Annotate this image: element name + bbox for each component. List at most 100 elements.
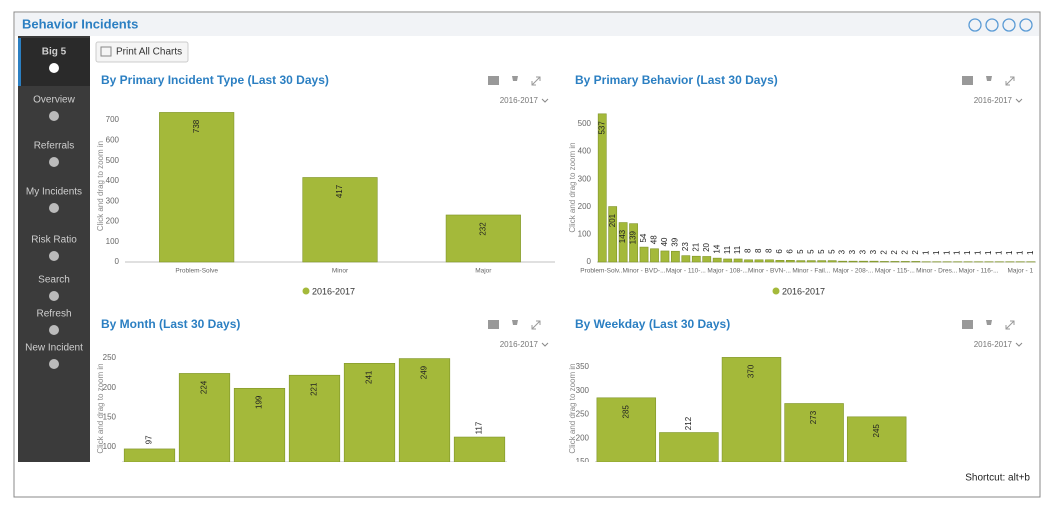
dropdown-caret[interactable] bbox=[1015, 342, 1023, 347]
active-stripe bbox=[18, 38, 21, 86]
chart-panel: By Weekday (Last 30 Days) 2016-2017 Click … bbox=[568, 317, 1023, 466]
bar bbox=[744, 259, 753, 263]
value-label: 2 bbox=[880, 250, 889, 255]
sidebar-item[interactable]: New Incident bbox=[25, 343, 83, 369]
chart-panel: By Primary Behavior (Last 30 Days) 2016-2… bbox=[568, 73, 1036, 296]
value-label: 139 bbox=[629, 230, 638, 244]
sidebar-label[interactable]: Search bbox=[38, 275, 70, 286]
sidebar-item[interactable]: Big 5 bbox=[42, 47, 67, 73]
sidebar-item[interactable]: Refresh bbox=[36, 309, 72, 335]
bar bbox=[639, 246, 649, 263]
bar bbox=[806, 260, 816, 263]
image-icon[interactable] bbox=[488, 320, 499, 329]
y-tick-label: 0 bbox=[587, 257, 592, 266]
value-label: 20 bbox=[702, 242, 711, 251]
value-label: 6 bbox=[775, 249, 784, 254]
sidebar-icon bbox=[49, 251, 59, 261]
print-label[interactable]: Print All Charts bbox=[116, 47, 182, 58]
image-icon[interactable] bbox=[962, 320, 973, 329]
y-tick-label: 150 bbox=[576, 457, 590, 466]
sidebar-icon bbox=[49, 359, 59, 369]
dropdown-caret[interactable] bbox=[541, 98, 549, 103]
value-label: 199 bbox=[255, 395, 264, 409]
sidebar-item[interactable]: My Incidents bbox=[26, 187, 82, 213]
sidebar-item[interactable]: Search bbox=[38, 275, 70, 301]
bar bbox=[691, 255, 701, 263]
year-dropdown[interactable]: 2016-2017 bbox=[974, 96, 1013, 105]
value-label: 54 bbox=[639, 233, 648, 242]
sidebar-label[interactable]: My Incidents bbox=[26, 187, 82, 198]
pin-icon[interactable] bbox=[512, 76, 518, 86]
title-bar bbox=[15, 13, 1039, 36]
value-label: 417 bbox=[335, 184, 344, 198]
image-icon[interactable] bbox=[962, 76, 973, 85]
bar bbox=[671, 250, 680, 263]
sidebar-label[interactable]: Overview bbox=[33, 95, 75, 106]
sidebar-item[interactable]: Risk Ratio bbox=[31, 235, 77, 261]
value-label: 1 bbox=[932, 250, 941, 255]
value-label: 40 bbox=[660, 237, 669, 246]
expand-icon[interactable] bbox=[1005, 320, 1015, 330]
x-tick-label: Major - 108-... bbox=[707, 268, 748, 275]
expand-icon[interactable] bbox=[531, 320, 541, 330]
bar bbox=[785, 260, 795, 263]
x-tick-label: Major bbox=[475, 268, 492, 275]
y-tick-label: 250 bbox=[576, 410, 590, 419]
bar bbox=[618, 222, 628, 263]
pin-icon[interactable] bbox=[986, 320, 992, 330]
expand-icon[interactable] bbox=[531, 76, 541, 86]
bar bbox=[233, 387, 286, 462]
year-dropdown[interactable]: 2016-2017 bbox=[974, 340, 1013, 349]
bar bbox=[827, 260, 837, 263]
sidebar-label[interactable]: New Incident bbox=[25, 343, 83, 354]
y-tick-label: 700 bbox=[106, 115, 120, 124]
value-label: 212 bbox=[684, 416, 693, 430]
value-label: 5 bbox=[817, 249, 826, 254]
image-icon[interactable] bbox=[488, 76, 499, 85]
y-tick-label: 500 bbox=[106, 156, 120, 165]
value-label: 3 bbox=[848, 249, 857, 254]
value-label: 3 bbox=[869, 249, 878, 254]
bar bbox=[659, 432, 719, 462]
chart-panel: By Primary Incident Type (Last 30 Days) 2… bbox=[96, 73, 555, 296]
pin-icon[interactable] bbox=[512, 320, 518, 330]
sidebar-icon bbox=[49, 203, 59, 213]
sidebar bbox=[18, 36, 90, 462]
y-tick-label: 300 bbox=[106, 196, 120, 205]
value-label: 1 bbox=[1015, 250, 1024, 255]
bar bbox=[765, 259, 774, 263]
dropdown-caret[interactable] bbox=[541, 342, 549, 347]
value-label: 241 bbox=[365, 370, 374, 384]
year-dropdown[interactable]: 2016-2017 bbox=[500, 340, 539, 349]
y-tick-label: 600 bbox=[106, 136, 120, 145]
value-label: 1 bbox=[984, 250, 993, 255]
sidebar-item[interactable]: Overview bbox=[33, 95, 76, 121]
print-button[interactable] bbox=[95, 41, 189, 63]
sidebar-item[interactable]: Referrals bbox=[34, 141, 75, 167]
y-axis-label: Click and drag to zoom in bbox=[568, 142, 577, 232]
value-label: 143 bbox=[618, 229, 627, 243]
window-controls[interactable] bbox=[968, 18, 1033, 32]
bar bbox=[733, 258, 743, 263]
pin-icon[interactable] bbox=[986, 76, 992, 86]
year-dropdown[interactable]: 2016-2017 bbox=[500, 96, 539, 105]
bar bbox=[453, 436, 506, 462]
value-label: 39 bbox=[671, 237, 680, 246]
expand-icon[interactable] bbox=[1005, 76, 1015, 86]
sidebar-label[interactable]: Referrals bbox=[34, 141, 75, 152]
sidebar-label[interactable]: Big 5 bbox=[42, 47, 67, 58]
value-label: 5 bbox=[827, 249, 836, 254]
x-tick-label: Minor - BVN-... bbox=[748, 268, 791, 275]
sidebar-icon bbox=[49, 291, 59, 301]
value-label: 1 bbox=[963, 250, 972, 255]
sidebar-label[interactable]: Refresh bbox=[36, 309, 71, 320]
bar bbox=[660, 250, 670, 263]
bar bbox=[721, 357, 782, 462]
legend-label: 2016-2017 bbox=[312, 286, 355, 296]
sidebar-label[interactable]: Risk Ratio bbox=[31, 235, 77, 246]
bar bbox=[775, 260, 785, 263]
bar bbox=[159, 112, 235, 263]
dropdown-caret[interactable] bbox=[1015, 98, 1023, 103]
